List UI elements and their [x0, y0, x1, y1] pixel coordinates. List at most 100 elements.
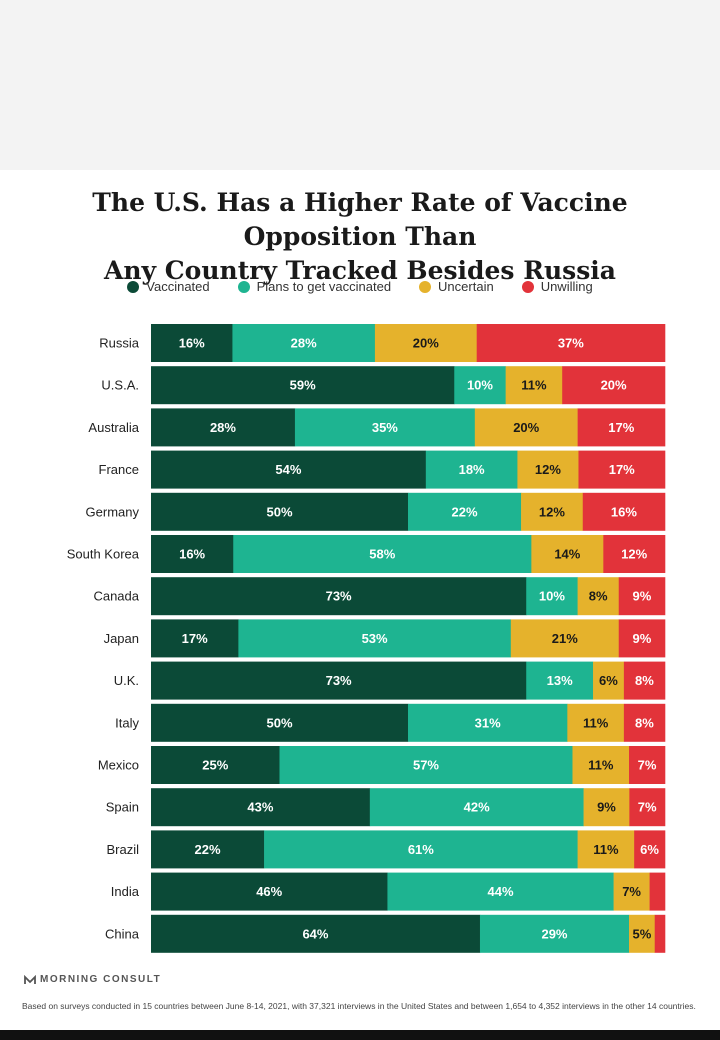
- category-label-canada: Canada: [93, 589, 139, 604]
- data-label-india-vaccinated: 46%: [256, 884, 282, 899]
- bar-japan-vaccinated: [151, 619, 239, 658]
- data-label-france-plans: 18%: [459, 462, 485, 477]
- bar-u-k-plans: [526, 661, 594, 700]
- bar-china-plans: [479, 914, 630, 953]
- bar-india-vaccinated: [151, 872, 388, 911]
- legend-label-vaccinated: Vaccinated: [146, 279, 210, 294]
- bar-south-korea-vaccinated: [151, 535, 234, 573]
- legend-dot-vaccinated: [127, 280, 140, 293]
- category-label-germany: Germany: [86, 504, 140, 519]
- bar-mexico-plans: [279, 746, 573, 784]
- data-label-japan-uncertain: 21%: [552, 631, 578, 646]
- data-label-japan-vaccinated: 17%: [182, 631, 208, 646]
- bar-australia-unwilling: [577, 408, 666, 447]
- data-label-china-vaccinated: 64%: [302, 926, 328, 941]
- bar-south-korea-plans: [233, 535, 532, 573]
- data-label-australia-unwilling: 17%: [608, 420, 634, 435]
- data-label-france-unwilling: 17%: [609, 462, 635, 477]
- legend-dot-uncertain: [419, 280, 432, 293]
- chart-title-line-1: The U.S. Has a Higher Rate of Vaccine Op…: [92, 188, 628, 251]
- data-label-italy-uncertain: 11%: [583, 715, 609, 730]
- bar-japan-plans: [238, 619, 512, 658]
- bar-italy-unwilling: [623, 703, 666, 742]
- data-label-italy-unwilling: 8%: [635, 715, 654, 730]
- bar-brazil-uncertain: [577, 830, 635, 869]
- bar-u-k-unwilling: [623, 661, 666, 700]
- bar-u-k-vaccinated: [151, 661, 527, 700]
- data-label-japan-plans: 53%: [362, 631, 388, 646]
- data-label-russia-vaccinated: 16%: [179, 336, 205, 351]
- category-label-india: India: [111, 884, 140, 899]
- legend-item-plans: Plans to get vaccinated: [237, 279, 391, 294]
- data-label-south-korea-unwilling: 12%: [621, 547, 647, 562]
- bar-germany-plans: [408, 492, 522, 531]
- bar-australia-uncertain: [474, 408, 578, 447]
- data-label-germany-uncertain: 12%: [539, 504, 565, 519]
- bar-india-uncertain: [613, 872, 650, 911]
- category-label-italy: Italy: [115, 715, 139, 730]
- legend-label-unwilling: Unwilling: [540, 279, 593, 294]
- data-label-south-korea-plans: 58%: [369, 547, 395, 562]
- data-label-south-korea-vaccinated: 16%: [179, 547, 205, 562]
- data-label-australia-vaccinated: 28%: [210, 420, 236, 435]
- data-label-brazil-vaccinated: 22%: [195, 842, 221, 857]
- data-label-spain-unwilling: 7%: [638, 800, 657, 815]
- data-label-brazil-unwilling: 6%: [640, 842, 659, 857]
- bar-russia-vaccinated: [151, 324, 233, 362]
- category-label-south-korea: South Korea: [67, 547, 140, 562]
- data-label-spain-vaccinated: 43%: [247, 800, 273, 815]
- bar-mexico-unwilling: [629, 746, 666, 784]
- bar-canada-vaccinated: [151, 577, 527, 616]
- bar-australia-plans: [294, 408, 476, 447]
- bar-italy-plans: [408, 703, 568, 742]
- data-label-russia-plans: 28%: [291, 336, 317, 351]
- bar-canada-unwilling: [618, 577, 666, 616]
- data-label-canada-vaccinated: 73%: [326, 589, 352, 604]
- data-label-india-uncertain: 7%: [622, 884, 641, 899]
- data-label-brazil-uncertain: 11%: [593, 842, 619, 857]
- data-label-russia-unwilling: 37%: [558, 336, 584, 351]
- bar-brazil-plans: [264, 830, 578, 869]
- legend-item-unwilling: Unwilling: [521, 279, 593, 294]
- bar-spain-uncertain: [583, 788, 630, 827]
- bar-france-vaccinated: [151, 450, 427, 489]
- data-label-france-uncertain: 12%: [535, 462, 561, 477]
- bar-germany-uncertain: [521, 492, 584, 531]
- category-label-japan: Japan: [104, 631, 139, 646]
- category-label-australia: Australia: [88, 420, 139, 435]
- bar-spain-vaccinated: [151, 788, 371, 827]
- bar-south-korea-uncertain: [531, 535, 604, 573]
- top-background-band: [0, 0, 720, 170]
- bar-japan-uncertain: [510, 619, 620, 658]
- bar-italy-uncertain: [567, 703, 625, 742]
- bar-russia-unwilling: [476, 324, 666, 362]
- data-label-china-plans: 29%: [541, 926, 567, 941]
- data-label-mexico-vaccinated: 25%: [202, 758, 228, 773]
- data-label-mexico-plans: 57%: [413, 758, 439, 773]
- data-label-spain-plans: 42%: [464, 800, 490, 815]
- data-label-india-plans: 44%: [488, 884, 514, 899]
- bar-canada-plans: [526, 577, 578, 616]
- data-label-china-uncertain: 5%: [632, 926, 651, 941]
- data-label-australia-plans: 35%: [372, 420, 398, 435]
- bar-india-unwilling: [649, 872, 666, 911]
- data-label-russia-uncertain: 20%: [413, 336, 439, 351]
- data-label-u-k-uncertain: 6%: [599, 673, 618, 688]
- bar-u-s-a-unwilling: [562, 366, 666, 405]
- data-label-mexico-unwilling: 7%: [638, 758, 657, 773]
- bottom-background-band: [0, 1030, 720, 1040]
- data-label-u-s-a-vaccinated: 59%: [290, 378, 316, 393]
- data-label-germany-unwilling: 16%: [611, 504, 637, 519]
- category-label-u-s-a: U.S.A.: [101, 378, 139, 393]
- bar-france-plans: [425, 450, 518, 489]
- category-label-france: France: [99, 462, 139, 477]
- data-label-u-s-a-unwilling: 20%: [601, 378, 627, 393]
- bar-germany-unwilling: [582, 492, 666, 531]
- bar-south-korea-unwilling: [603, 535, 666, 573]
- bar-u-k-uncertain: [593, 661, 625, 700]
- data-label-u-k-unwilling: 8%: [635, 673, 654, 688]
- category-label-mexico: Mexico: [98, 758, 139, 773]
- bar-canada-uncertain: [577, 577, 620, 616]
- bar-mexico-uncertain: [572, 746, 630, 784]
- bar-china-vaccinated: [151, 914, 481, 953]
